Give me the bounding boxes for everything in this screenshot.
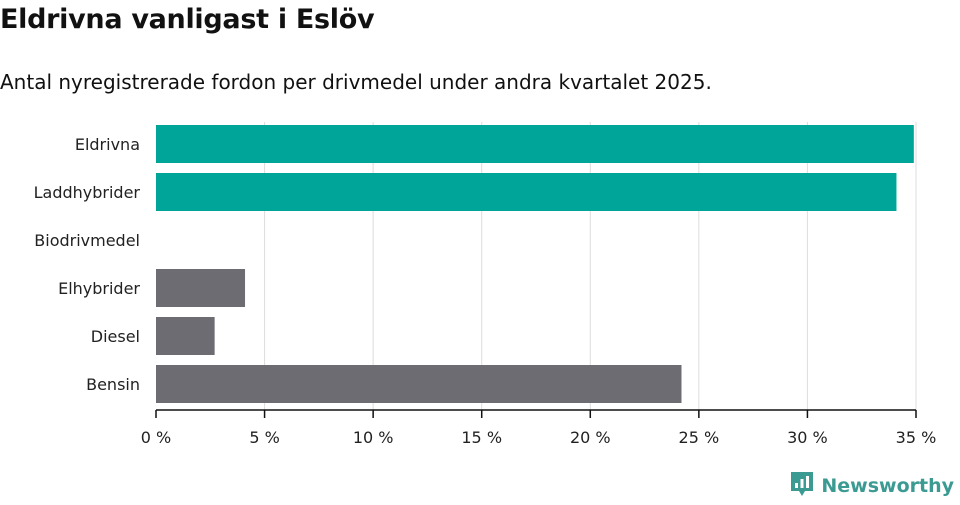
x-tick-label: 30 % [787,428,828,447]
category-label: Bensin [86,375,140,394]
category-label: Elhybrider [58,279,140,298]
x-tick-label: 35 % [896,428,937,447]
x-tick-label: 10 % [353,428,394,447]
category-label: Diesel [91,327,140,346]
x-tick-label: 0 % [141,428,171,447]
bar-eldrivna [156,125,914,163]
chart-title: Eldrivna vanligast i Eslöv [0,4,375,35]
category-label: Laddhybrider [34,183,141,202]
x-tick-label: 20 % [570,428,611,447]
bar-chart: Eldrivna Laddhybrider Biodrivmedel Elhybrid… [34,122,937,447]
bar-laddhybrider [156,173,897,211]
x-tick-label: 25 % [679,428,720,447]
newsworthy-logo-icon [789,470,815,502]
bar-elhybrider [156,269,246,307]
newsworthy-label: Newsworthy [821,475,954,497]
x-tick-label: 15 % [461,428,502,447]
newsworthy-brand[interactable]: Newsworthy [789,471,954,501]
bar-bensin [156,365,682,403]
category-label: Eldrivna [75,135,140,154]
chart-subtitle: Antal nyregistrerade fordon per drivmede… [0,70,712,94]
bar-diesel [156,317,215,355]
x-tick-label: 5 % [249,428,279,447]
category-label: Biodrivmedel [34,231,140,250]
